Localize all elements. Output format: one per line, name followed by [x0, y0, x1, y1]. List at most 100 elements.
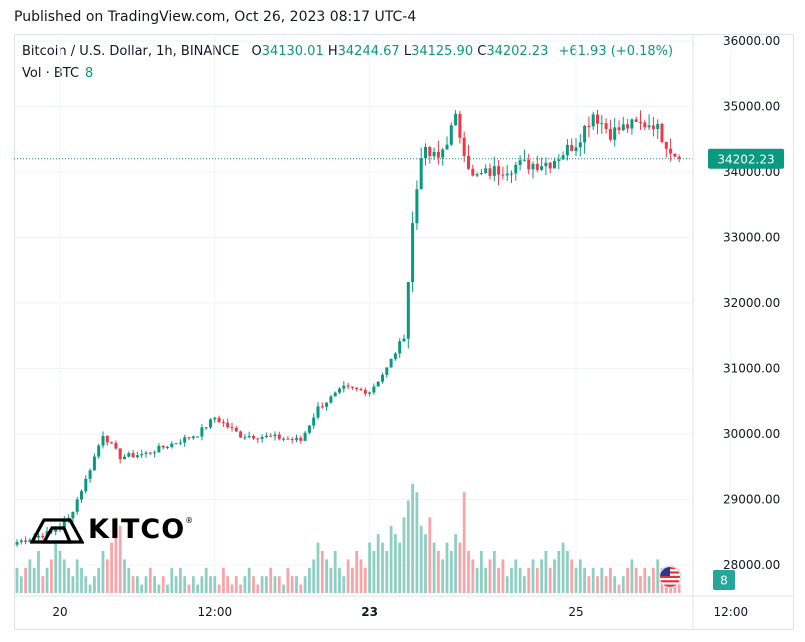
kitco-bar-icon [30, 518, 84, 544]
volume-bar [243, 576, 247, 593]
volume-bar [389, 525, 393, 593]
candle-body [419, 158, 423, 190]
candle-body [80, 491, 83, 500]
candle-body [105, 435, 109, 443]
volume-bar [295, 576, 298, 593]
candle-body [92, 456, 96, 471]
candle-body [471, 168, 475, 176]
volume-bar [467, 551, 470, 593]
volume-bar [621, 576, 625, 593]
candle-body [286, 438, 290, 440]
volume-bar [191, 576, 195, 593]
volume-bar [458, 542, 462, 593]
candle-body [196, 436, 200, 438]
candle-body [54, 529, 58, 532]
candle-body [256, 438, 260, 440]
volume-bar [656, 559, 660, 593]
candle-body [673, 153, 677, 157]
candle-body [531, 163, 535, 170]
volume-bar [561, 542, 565, 593]
volume-bar [161, 576, 165, 593]
candle-body [411, 223, 415, 283]
volume-bar [239, 584, 242, 593]
candle-body [239, 431, 243, 438]
volume-bar [639, 576, 642, 593]
candle-body [497, 166, 501, 175]
volume-bar [643, 567, 647, 593]
high-label: H [327, 44, 338, 59]
volume-bar [329, 567, 333, 593]
volume-bar [514, 559, 518, 593]
candle-body [634, 119, 638, 122]
volume-bar [153, 576, 156, 593]
candle-body [578, 142, 582, 148]
candle-body [522, 159, 526, 161]
price-tag-bg [708, 148, 784, 169]
candle-body [71, 511, 75, 519]
volume-bar [368, 542, 371, 593]
candle-body [449, 125, 453, 145]
volume-bar [252, 576, 255, 593]
volume-bar [544, 551, 548, 593]
candle-body [97, 445, 101, 457]
price-axis[interactable]: 36000.0035000.0034000.0033000.0032000.00… [723, 34, 780, 572]
candle-body [501, 174, 505, 176]
candle-body [510, 173, 513, 175]
volume-bar [424, 534, 427, 593]
candle-body [385, 367, 389, 375]
candle-body [338, 388, 341, 393]
low-value: 34125.90 [411, 44, 474, 59]
candle-body [243, 437, 247, 439]
volume-value: 8 [85, 66, 94, 81]
volume-bar [355, 551, 359, 593]
volume-bar [570, 559, 574, 593]
volume-bar [394, 534, 397, 593]
candle-body [200, 427, 204, 437]
volume-bar [634, 567, 638, 593]
candle-body [118, 448, 122, 460]
volume-bar [234, 576, 238, 593]
candle-body [140, 453, 144, 456]
last-price-tag: 34202.23 [708, 148, 784, 169]
volume-bar [260, 576, 264, 593]
time-axis[interactable]: 20 12:00 23 25 12:00 [52, 605, 748, 619]
candle-body [178, 442, 182, 444]
volume-bar [333, 551, 337, 593]
candle-body [591, 114, 595, 127]
volume-bar [204, 567, 208, 593]
candle-body [600, 123, 604, 125]
volume-bar [170, 567, 174, 593]
candle-body [479, 172, 483, 175]
volume-bar [548, 567, 552, 593]
candle-body [350, 386, 354, 388]
candle-body [660, 123, 664, 142]
volume-bar [37, 551, 40, 593]
volume-bar [123, 559, 126, 593]
candle-body [505, 173, 509, 176]
candle-body [24, 540, 28, 542]
candle-body [213, 417, 217, 420]
volume-bar [80, 567, 83, 593]
chart-frame [14, 34, 794, 630]
candle-body [355, 387, 359, 389]
volume-bar [553, 559, 556, 593]
price-tick-label: 32000.00 [723, 296, 780, 310]
volume-bar [299, 584, 303, 593]
volume-bar [217, 584, 221, 593]
candle-body [269, 435, 273, 437]
volume-bar [492, 551, 496, 593]
candle-body [110, 442, 114, 444]
volume-bar [179, 567, 182, 593]
price-tick-label: 28000.00 [723, 558, 780, 572]
volume-bar [445, 542, 449, 593]
candle-body [651, 125, 655, 129]
volume-bar [303, 576, 307, 593]
volume-bar [157, 584, 161, 593]
volume-bar [136, 576, 139, 593]
volume-bar [441, 559, 445, 593]
volume-bar [342, 576, 346, 593]
volume-bar [118, 525, 122, 593]
price-tag-text: 34202.23 [717, 152, 774, 166]
candle-body [191, 436, 195, 439]
